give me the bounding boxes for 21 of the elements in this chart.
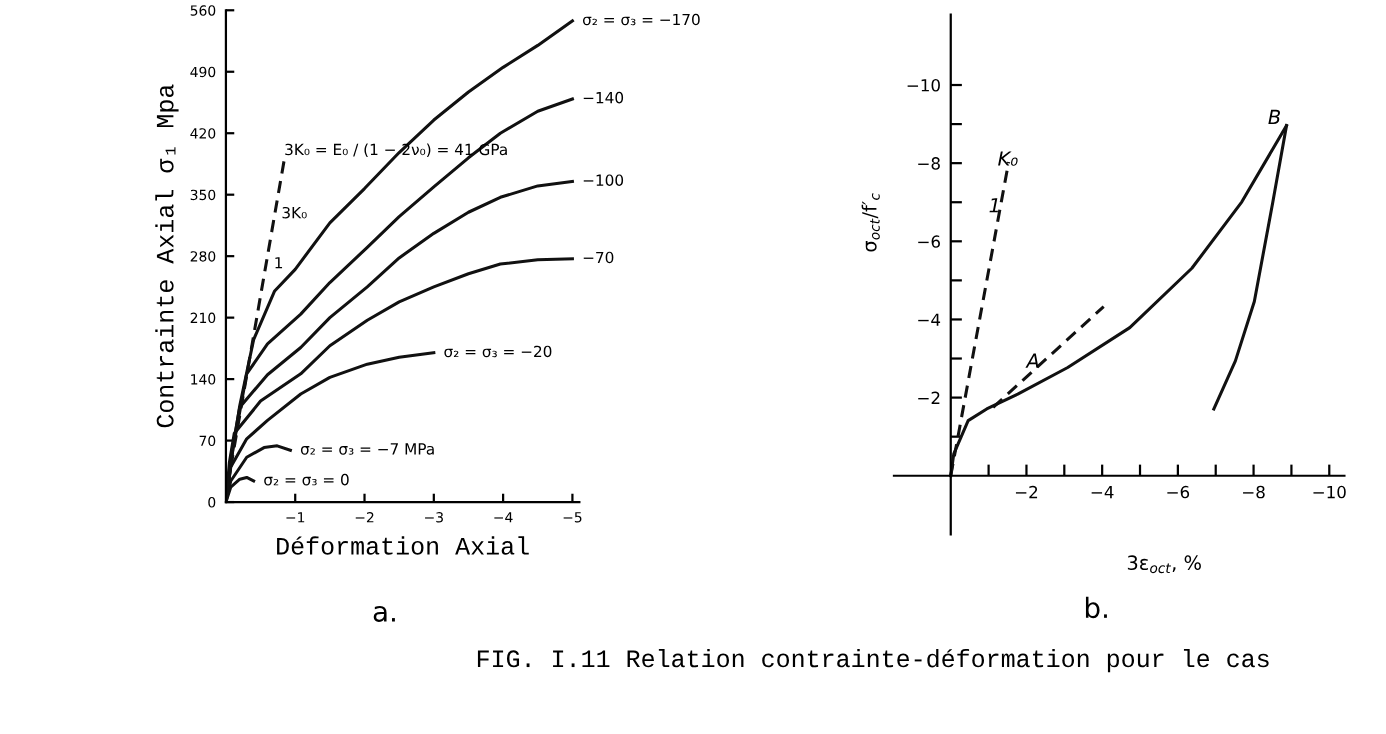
- x-tick-label: −2: [1015, 485, 1038, 499]
- text: a.: [373, 605, 395, 622]
- text: b.: [1085, 596, 1107, 619]
- annotation: K₀: [998, 151, 1018, 166]
- y-tick-label: −2: [918, 391, 940, 404]
- annotation: B: [1268, 109, 1280, 124]
- x-axis-title: 3ε$_{oct}$, %: [1127, 555, 1201, 574]
- y-axis-title: σ$_{oct}$/f′$_{c}$: [861, 193, 880, 252]
- text: FIG. I.11 Relation contrainte-déformation pour le cas: [477, 648, 1269, 673]
- x-axis-title: Déformation Axial: [277, 536, 529, 555]
- y-tick-label: −6: [918, 235, 940, 248]
- x-tick-label: −10: [1313, 485, 1346, 499]
- y-axis-title: Contrainte Axial σ₁ Mpa: [155, 84, 179, 428]
- y-tick-label: −4: [918, 313, 941, 326]
- x-tick-label: −6: [1167, 485, 1190, 499]
- annotation: 1: [989, 198, 998, 213]
- annotation: A: [1025, 353, 1039, 368]
- y-tick-label: −10: [907, 78, 940, 92]
- x-tick-label: −8: [1243, 485, 1265, 499]
- y-tick-label: −8: [918, 157, 940, 170]
- x-tick-label: −4: [1091, 485, 1114, 499]
